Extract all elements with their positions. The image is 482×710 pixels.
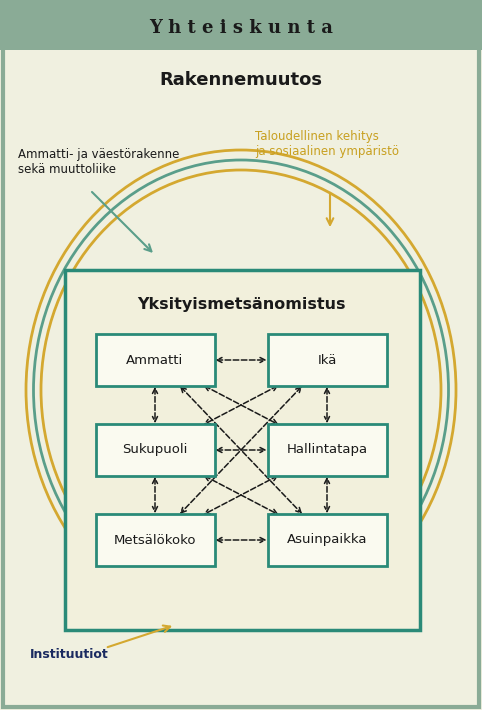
- FancyBboxPatch shape: [95, 514, 214, 566]
- Text: Asuinpaikka: Asuinpaikka: [287, 533, 367, 547]
- FancyBboxPatch shape: [268, 514, 387, 566]
- FancyBboxPatch shape: [268, 334, 387, 386]
- Text: Yksityismetsänomistus: Yksityismetsänomistus: [137, 297, 345, 312]
- FancyBboxPatch shape: [0, 0, 482, 50]
- FancyBboxPatch shape: [0, 50, 482, 710]
- Text: Taloudellinen kehitys
ja sosiaalinen ympäristö: Taloudellinen kehitys ja sosiaalinen ymp…: [255, 130, 399, 158]
- FancyBboxPatch shape: [268, 424, 387, 476]
- Text: Metsälökoko: Metsälökoko: [114, 533, 196, 547]
- Text: Rakennemuutos: Rakennemuutos: [160, 71, 322, 89]
- Text: Ammatti: Ammatti: [126, 354, 184, 366]
- Text: Hallintatapa: Hallintatapa: [286, 444, 368, 457]
- FancyBboxPatch shape: [95, 334, 214, 386]
- Text: Sukupuoli: Sukupuoli: [122, 444, 187, 457]
- Text: Y h t e i s k u n t a: Y h t e i s k u n t a: [149, 19, 333, 37]
- FancyBboxPatch shape: [65, 270, 420, 630]
- FancyBboxPatch shape: [95, 424, 214, 476]
- Text: Ammatti- ja väestörakenne
sekä muuttoliike: Ammatti- ja väestörakenne sekä muuttolii…: [18, 148, 179, 176]
- Text: Instituutiot: Instituutiot: [30, 648, 109, 662]
- Text: Ikä: Ikä: [317, 354, 337, 366]
